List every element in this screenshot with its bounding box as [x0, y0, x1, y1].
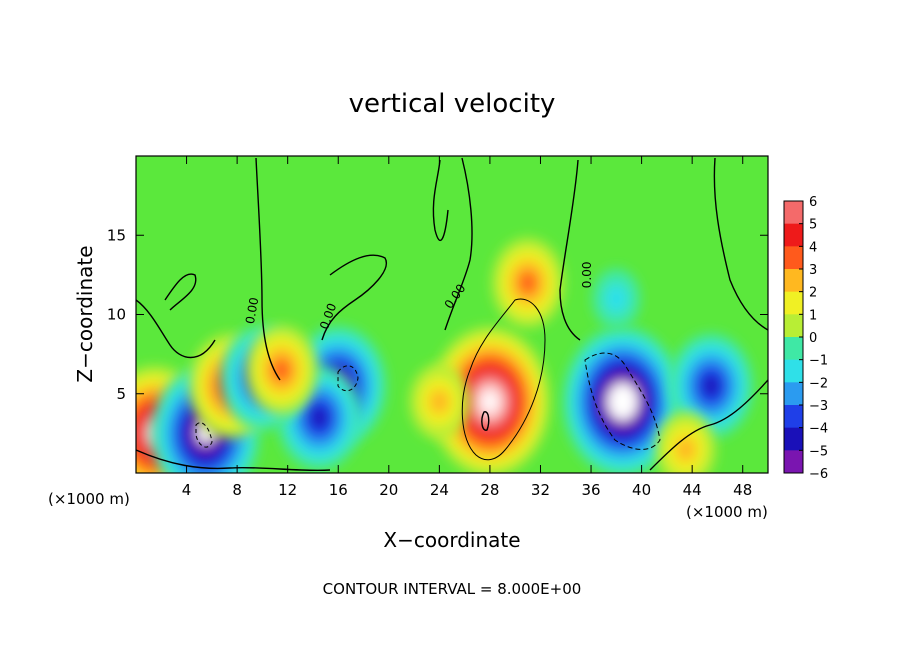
colorbar-swatches [784, 201, 803, 474]
x-tick-label: 4 [182, 481, 192, 499]
x-axis-ticks: 4 8 12 16 20 24 28 32 36 40 44 48 [182, 156, 752, 499]
colorbar-tick-label: −1 [809, 354, 828, 369]
x-tick-label: 24 [430, 481, 449, 499]
colorbar-swatch [784, 269, 803, 293]
zero-contour-line [255, 157, 281, 381]
zero-contour-line [444, 157, 473, 331]
zero-contour-line [559, 159, 581, 341]
colorbar-swatch [784, 314, 803, 338]
colorbar-swatch [784, 405, 803, 429]
colorbar-tick-label: 5 [809, 218, 817, 233]
y-tick-label: 5 [116, 385, 126, 403]
contour-value-label: 0.00 [243, 296, 261, 325]
heat-blob [491, 237, 564, 328]
colorbar-swatch [784, 291, 803, 315]
colorbar-swatch [784, 427, 803, 451]
heat-blob [409, 364, 470, 440]
colorbar-swatch [784, 450, 803, 474]
zero-contour-line [649, 379, 768, 471]
y-axis-ticks: 5 10 15 [107, 226, 768, 403]
x-tick-label: 20 [379, 481, 398, 499]
colorbar: 6 5 4 3 2 1 0 −1 −2 −3 −4 −5 −6 [783, 195, 828, 482]
colorbar-swatch [784, 201, 803, 225]
downdraft-contour-line [584, 352, 661, 450]
colorbar-swatch [784, 337, 803, 361]
zero-contour-line [164, 273, 197, 311]
x-axis-label: X−coordinate [383, 528, 520, 552]
contour-value-label: 0.00 [580, 262, 594, 289]
zero-contour-line [432, 159, 449, 242]
colorbar-tick-label: −5 [809, 444, 828, 459]
x-tick-label: 16 [329, 481, 348, 499]
downdraft-contour-line [195, 422, 213, 448]
updraft-contour-line [461, 298, 546, 461]
heat-blob [655, 411, 716, 473]
colorbar-swatch [784, 382, 803, 406]
zero-contours [136, 157, 768, 472]
x-tick-label: 12 [278, 481, 297, 499]
x-tick-label: 40 [632, 481, 651, 499]
y-axis-label: Z−coordinate [73, 245, 97, 382]
zero-contour-line [136, 449, 331, 472]
y-tick-label: 15 [107, 226, 126, 244]
colorbar-swatch [784, 359, 803, 383]
z-unit-note: (×1000 m) [48, 490, 130, 508]
colorbar-swatch [784, 246, 803, 270]
colorbar-tick-label: 3 [809, 263, 817, 278]
x-tick-label: 8 [232, 481, 242, 499]
x-tick-label: 36 [581, 481, 600, 499]
colorbar-tick-labels: 6 5 4 3 2 1 0 −1 −2 −3 −4 −5 −6 [799, 195, 828, 482]
heat-blob [669, 333, 754, 439]
colorbar-tick-label: −6 [809, 467, 828, 482]
colorbar-tick-label: −4 [809, 422, 828, 437]
zero-contour-line [321, 254, 388, 341]
heatmap-field [136, 237, 754, 473]
colorbar-tick-label: 6 [809, 195, 817, 210]
x-tick-label: 48 [733, 481, 752, 499]
x-tick-label: 28 [480, 481, 499, 499]
chart-title: vertical velocity [349, 89, 556, 119]
y-tick-label: 10 [107, 306, 126, 324]
updraft-contour-line [481, 411, 490, 431]
zero-contour-line [713, 157, 768, 331]
x-tick-label: 44 [683, 481, 702, 499]
heat-blob [562, 326, 683, 473]
contour-interval-note: CONTOUR INTERVAL = 8.000E+00 [323, 580, 582, 598]
colorbar-tick-label: 1 [809, 308, 817, 323]
x-tick-label: 32 [531, 481, 550, 499]
heat-blob [245, 324, 318, 415]
downdraft-contour-line [337, 365, 359, 392]
zero-contour-line [136, 299, 216, 359]
colorbar-tick-label: 4 [809, 240, 817, 255]
colorbar-swatch [784, 223, 803, 247]
plot-area: 0.00 0.000.000.00 4 8 12 16 20 24 28 32 36 40 44 48 … [107, 155, 769, 499]
colorbar-tick-label: −2 [809, 376, 828, 391]
heat-blob [592, 268, 641, 329]
colorbar-tick-label: −3 [809, 399, 828, 414]
x-unit-note: (×1000 m) [686, 503, 768, 521]
colorbar-tick-label: 2 [809, 286, 817, 301]
colorbar-tick-label: 0 [809, 331, 817, 346]
